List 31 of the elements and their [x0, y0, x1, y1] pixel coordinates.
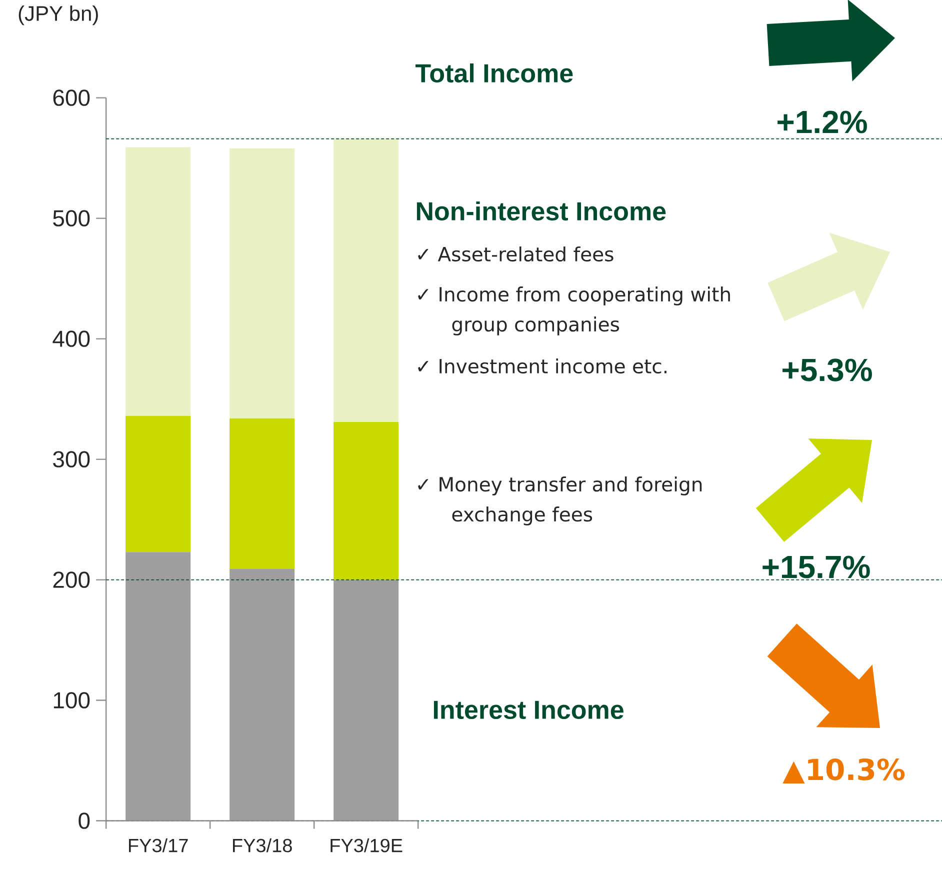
text: ✓ Money transfer and foreign exchange fees	[418, 476, 702, 526]
text: Interest Income	[434, 700, 624, 720]
y-axis-title: (JPY bn)	[18, 6, 98, 26]
text: ✓ Investment income etc.	[418, 358, 666, 374]
text: Total Income	[416, 63, 573, 83]
y-tick-label: 600	[53, 90, 90, 106]
bar	[230, 148, 295, 418]
x-tick-label: FY3/17	[129, 838, 188, 852]
y-tick-label: 300	[53, 451, 90, 468]
y-tick-label: 200	[53, 572, 90, 588]
bar	[334, 138, 399, 422]
text: +15.7%	[762, 556, 870, 578]
bar	[230, 568, 295, 821]
bar	[334, 580, 399, 821]
text: +5.3%	[782, 358, 872, 382]
text: ▲10.3%	[782, 758, 905, 784]
bar	[230, 418, 295, 569]
y-tick-label: 500	[53, 210, 90, 226]
bar	[126, 416, 191, 552]
text: ✓ Income from cooperating with group companies	[418, 286, 730, 336]
bar	[334, 422, 399, 580]
text: ✓ Asset-related fees	[418, 246, 614, 262]
text: +1.2%	[778, 110, 867, 134]
x-tick-label: FY3/19E	[330, 838, 402, 852]
y-tick-label: 0	[78, 812, 90, 829]
annotation: Non-interest Income	[416, 201, 666, 221]
bar	[126, 552, 191, 821]
x-tick-label: FY3/18	[233, 838, 292, 852]
bar	[126, 147, 191, 416]
y-tick-label: 400	[52, 330, 90, 347]
y-tick-label: 100	[54, 692, 90, 708]
